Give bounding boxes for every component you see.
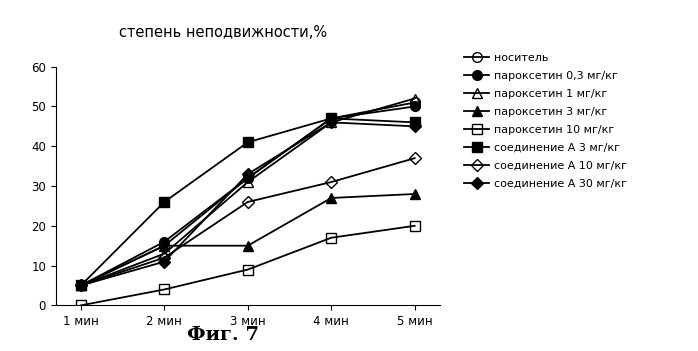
пароксетин 3 мг/кг bbox=[327, 196, 336, 200]
Line: пароксетин 0,3 мг/кг: пароксетин 0,3 мг/кг bbox=[76, 101, 419, 290]
соединение А 10 мг/кг bbox=[410, 156, 419, 160]
пароксетин 1 мг/кг bbox=[77, 283, 85, 287]
пароксетин 10 мг/кг bbox=[160, 287, 168, 292]
пароксетин 3 мг/кг bbox=[160, 244, 168, 248]
Line: носитель: носитель bbox=[76, 98, 419, 290]
носитель bbox=[77, 283, 85, 287]
соединение А 10 мг/кг bbox=[160, 256, 168, 260]
пароксетин 0,3 мг/кг bbox=[160, 240, 168, 244]
пароксетин 10 мг/кг bbox=[327, 236, 336, 240]
соединение А 30 мг/кг bbox=[410, 124, 419, 128]
Legend: носитель, пароксетин 0,3 мг/кг, пароксетин 1 мг/кг, пароксетин 3 мг/кг, пароксет: носитель, пароксетин 0,3 мг/кг, пароксет… bbox=[464, 53, 628, 189]
Text: Фиг. 7: Фиг. 7 bbox=[187, 326, 260, 344]
Line: пароксетин 10 мг/кг: пароксетин 10 мг/кг bbox=[76, 221, 419, 310]
носитель bbox=[410, 100, 419, 105]
соединение А 10 мг/кг bbox=[244, 200, 252, 204]
пароксетин 10 мг/кг bbox=[77, 303, 85, 307]
Line: пароксетин 1 мг/кг: пароксетин 1 мг/кг bbox=[76, 94, 419, 290]
пароксетин 1 мг/кг bbox=[244, 180, 252, 184]
пароксетин 10 мг/кг bbox=[410, 224, 419, 228]
соединение А 3 мг/кг bbox=[327, 116, 336, 120]
Line: соединение А 3 мг/кг: соединение А 3 мг/кг bbox=[76, 113, 419, 290]
соединение А 30 мг/кг bbox=[77, 283, 85, 287]
пароксетин 1 мг/кг bbox=[327, 120, 336, 125]
Line: соединение А 10 мг/кг: соединение А 10 мг/кг bbox=[77, 154, 419, 290]
пароксетин 0,3 мг/кг bbox=[327, 116, 336, 120]
соединение А 10 мг/кг bbox=[77, 283, 85, 287]
соединение А 3 мг/кг bbox=[160, 200, 168, 204]
пароксетин 1 мг/кг bbox=[160, 252, 168, 256]
пароксетин 1 мг/кг bbox=[410, 97, 419, 101]
соединение А 10 мг/кг bbox=[327, 180, 336, 184]
соединение А 3 мг/кг bbox=[244, 140, 252, 144]
Line: пароксетин 3 мг/кг: пароксетин 3 мг/кг bbox=[76, 189, 419, 290]
соединение А 30 мг/кг bbox=[327, 120, 336, 125]
Line: соединение А 30 мг/кг: соединение А 30 мг/кг bbox=[77, 118, 419, 290]
пароксетин 0,3 мг/кг bbox=[77, 283, 85, 287]
пароксетин 10 мг/кг bbox=[244, 267, 252, 272]
пароксетин 3 мг/кг bbox=[410, 192, 419, 196]
пароксетин 0,3 мг/кг bbox=[410, 104, 419, 108]
носитель bbox=[244, 176, 252, 180]
пароксетин 3 мг/кг bbox=[77, 283, 85, 287]
носитель bbox=[327, 116, 336, 120]
пароксетин 0,3 мг/кг bbox=[244, 176, 252, 180]
соединение А 30 мг/кг bbox=[160, 259, 168, 264]
пароксетин 3 мг/кг bbox=[244, 244, 252, 248]
Text: степень неподвижности,%: степень неподвижности,% bbox=[119, 25, 327, 40]
соединение А 3 мг/кг bbox=[410, 120, 419, 125]
соединение А 30 мг/кг bbox=[244, 172, 252, 176]
носитель bbox=[160, 244, 168, 248]
соединение А 3 мг/кг bbox=[77, 283, 85, 287]
